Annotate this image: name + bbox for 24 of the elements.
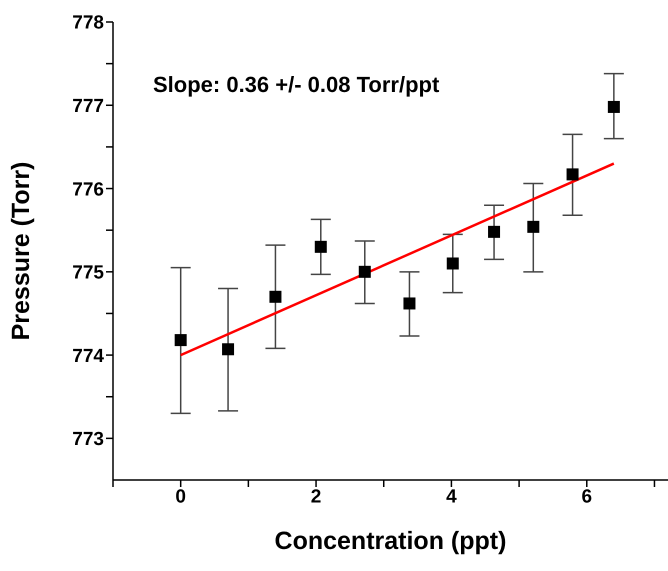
y-tick-label: 778 [72,12,104,34]
x-tick-label: 0 [175,486,186,508]
y-tick-label: 776 [72,179,104,200]
x-tick-label: 4 [446,486,458,508]
point [222,343,234,356]
point [403,297,416,310]
annotation: Slope: 0.36 +/- 0.08 Torr/ppt [153,72,440,98]
y-axis-title: Pressure (Torr) [6,162,35,340]
y-tick-label: 774 [72,346,104,367]
point [358,266,371,278]
point [174,334,187,346]
point [608,100,620,113]
point [488,226,500,238]
point [527,220,540,233]
y-tick-label: 773 [72,429,104,450]
point [269,290,282,303]
x-tick-label: 2 [310,486,322,508]
y-tick-label: 775 [72,262,104,284]
point [446,257,459,270]
point [566,168,579,180]
y-tick-label: 777 [72,96,104,118]
x-axis-title: Concentration (ppt) [274,527,506,555]
point [314,240,327,253]
x-tick-label: 6 [581,486,592,508]
